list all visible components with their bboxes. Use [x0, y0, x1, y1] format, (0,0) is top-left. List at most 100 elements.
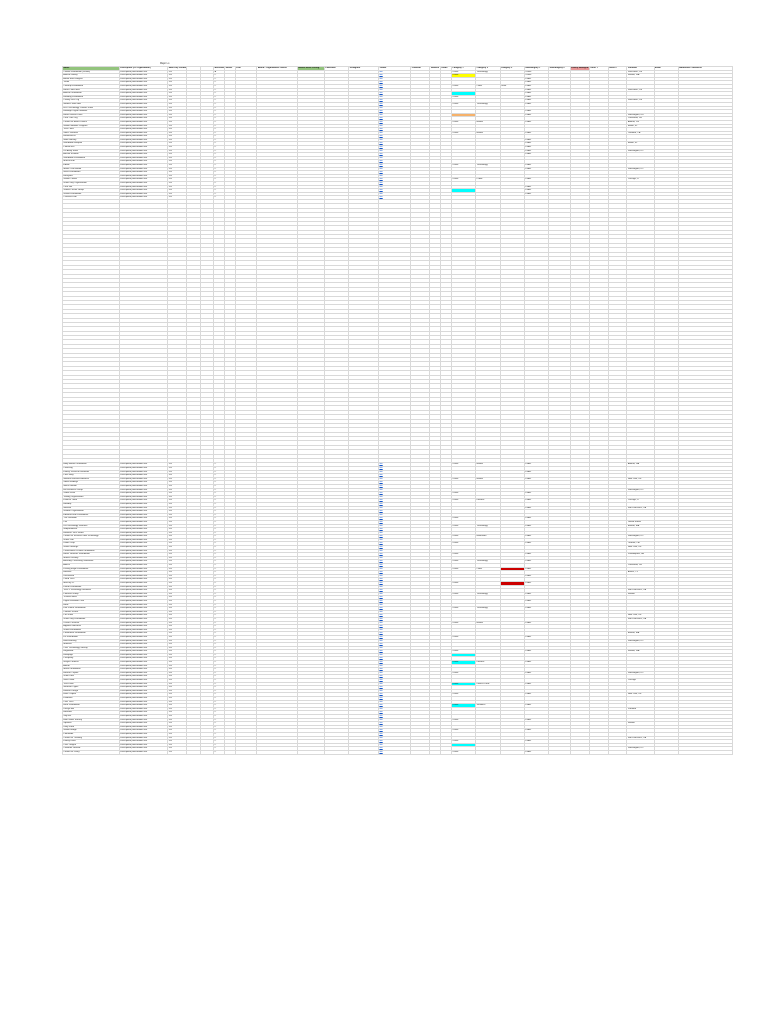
- link-text[interactable]: link: [379, 607, 383, 610]
- link-text[interactable]: link: [379, 174, 383, 177]
- link-text[interactable]: link: [379, 531, 383, 534]
- link-text[interactable]: link: [379, 84, 383, 87]
- link-text[interactable]: link: [379, 481, 383, 484]
- table-row[interactable]: The Guardian Description placeholder text…: [62, 516, 733, 521]
- link-text[interactable]: link: [379, 502, 383, 505]
- table-row[interactable]: Gordon Organization Description placehold…: [62, 509, 733, 514]
- empty-row[interactable]: [62, 277, 733, 284]
- link-text[interactable]: link: [379, 725, 383, 728]
- link-text[interactable]: link: [379, 178, 383, 181]
- empty-row[interactable]: [62, 207, 733, 214]
- empty-cell[interactable]: [499, 457, 525, 464]
- link-text[interactable]: link: [379, 538, 383, 541]
- link-text[interactable]: link: [379, 556, 383, 559]
- link-text[interactable]: link: [379, 138, 383, 141]
- link-text[interactable]: link: [379, 88, 383, 91]
- link-text[interactable]: link: [379, 99, 383, 102]
- empty-row[interactable]: [62, 216, 733, 222]
- link-text[interactable]: link: [379, 492, 383, 495]
- link-text[interactable]: link: [379, 528, 383, 531]
- link-text[interactable]: link: [379, 463, 383, 466]
- link-text[interactable]: link: [379, 693, 383, 696]
- table-row[interactable]: HoloLearning Description placeholder text…: [62, 638, 733, 644]
- link-text[interactable]: link: [379, 653, 383, 656]
- link-text[interactable]: link: [379, 117, 383, 120]
- link-text[interactable]: link: [379, 74, 383, 77]
- link-text[interactable]: link: [379, 675, 383, 678]
- table-row[interactable]: Nefertiti Description placeholder text US C…: [62, 505, 733, 511]
- link-text[interactable]: link: [379, 700, 383, 703]
- link-text[interactable]: link: [379, 732, 383, 735]
- link-text[interactable]: link: [379, 729, 383, 732]
- table-row[interactable]: Meme Coin Media Description placeholder t…: [62, 166, 733, 172]
- table-row[interactable]: Uncovered Description placeholder text US C…: [62, 573, 733, 579]
- table-row[interactable]: Center for Thinking Description placehold…: [62, 735, 733, 741]
- link-text[interactable]: link: [379, 671, 383, 674]
- link-text[interactable]: link: [379, 646, 383, 649]
- link-text[interactable]: link: [379, 535, 383, 538]
- link-text[interactable]: link: [379, 102, 383, 105]
- empty-cell[interactable]: [377, 457, 412, 464]
- link-text[interactable]: link: [379, 650, 383, 653]
- empty-row[interactable]: [62, 457, 733, 464]
- empty-row[interactable]: [62, 436, 733, 442]
- link-text[interactable]: link: [379, 467, 383, 469]
- link-text[interactable]: link: [379, 495, 383, 498]
- link-text[interactable]: link: [379, 185, 383, 188]
- table-row[interactable]: Grand Foundation Description placeholder …: [62, 627, 733, 633]
- link-text[interactable]: link: [379, 171, 383, 174]
- link-text[interactable]: link: [379, 106, 383, 109]
- empty-row[interactable]: [62, 286, 733, 293]
- link-text[interactable]: link: [379, 131, 383, 134]
- link-text[interactable]: link: [379, 146, 383, 149]
- link-text[interactable]: link: [379, 513, 383, 516]
- link-text[interactable]: link: [379, 81, 383, 84]
- link-text[interactable]: link: [379, 192, 383, 195]
- empty-row[interactable]: [62, 339, 733, 345]
- link-text[interactable]: link: [379, 610, 383, 613]
- table-row[interactable]: Brooklyn Digital Network Description plac…: [62, 109, 733, 114]
- empty-row[interactable]: [62, 220, 733, 227]
- link-text[interactable]: link: [379, 578, 383, 581]
- link-text[interactable]: link: [379, 560, 383, 563]
- link-text[interactable]: link: [379, 657, 383, 660]
- link-text[interactable]: link: [379, 549, 383, 552]
- link-text[interactable]: link: [379, 524, 383, 527]
- empty-cell[interactable]: [213, 457, 226, 464]
- link-text[interactable]: link: [379, 736, 383, 739]
- link-text[interactable]: link: [379, 686, 383, 689]
- table-row[interactable]: Family Technical Solutions Description pl…: [62, 469, 733, 475]
- link-text[interactable]: link: [379, 617, 383, 620]
- link-text[interactable]: link: [379, 625, 383, 628]
- empty-row[interactable]: [62, 198, 733, 205]
- link-text[interactable]: link: [379, 682, 383, 685]
- link-text[interactable]: link: [379, 484, 383, 487]
- link-text[interactable]: link: [379, 156, 383, 159]
- link-text[interactable]: link: [379, 697, 383, 699]
- link-text[interactable]: link: [379, 571, 383, 574]
- link-text[interactable]: link: [379, 707, 383, 710]
- link-text[interactable]: link: [379, 135, 383, 138]
- table-row[interactable]: Fishing Eagle Foundation Description plac…: [62, 566, 733, 572]
- link-text[interactable]: link: [379, 477, 383, 480]
- link-text[interactable]: link: [379, 589, 383, 592]
- link-text[interactable]: link: [379, 592, 383, 595]
- link-text[interactable]: link: [379, 95, 383, 98]
- table-row[interactable]: National Wellness Alliance Description pl…: [62, 476, 733, 482]
- empty-row[interactable]: [62, 255, 733, 262]
- link-text[interactable]: link: [379, 189, 383, 192]
- table-row[interactable]: Banco Jobs Idea Description placeholder t…: [62, 87, 733, 93]
- link-text[interactable]: link: [379, 92, 383, 95]
- empty-cell[interactable]: [323, 457, 350, 464]
- link-text[interactable]: link: [379, 77, 383, 80]
- link-text[interactable]: link: [379, 639, 383, 642]
- table-row[interactable]: Grow Labs Description placeholder text US C…: [62, 674, 733, 679]
- link-text[interactable]: link: [379, 567, 383, 570]
- table-row[interactable]: NRB Industry Description placeholder text…: [62, 137, 733, 143]
- link-text[interactable]: link: [379, 722, 383, 725]
- table-row[interactable]: Inzira Foundation Description placeholder…: [62, 170, 733, 175]
- link-text[interactable]: link: [379, 510, 383, 513]
- empty-cell[interactable]: [523, 457, 550, 464]
- link-text[interactable]: link: [379, 546, 383, 549]
- link-text[interactable]: link: [379, 664, 383, 667]
